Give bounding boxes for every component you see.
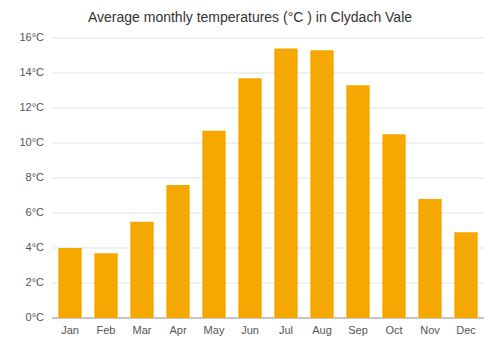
axes: 0°C 2°C 4°C 6°C 8°C 10°C 12°C 14°C 16°C Jan Feb Mar… xyxy=(19,31,484,336)
grid-line xyxy=(52,73,484,74)
bar xyxy=(130,222,153,318)
x-tick-label: Feb xyxy=(97,324,116,336)
bar xyxy=(166,185,189,318)
x-tick-label: Jun xyxy=(241,324,259,336)
x-tick-label: Oct xyxy=(385,324,402,336)
grid-line xyxy=(52,108,484,109)
bar xyxy=(94,253,117,318)
x-tick-label: Jan xyxy=(61,324,79,336)
grid xyxy=(52,38,484,318)
grid-line xyxy=(52,178,484,179)
title: Average monthly temperatures (°C ) in Cl… xyxy=(88,9,412,25)
grid-line xyxy=(52,38,484,39)
bar xyxy=(202,131,225,318)
y-tick-label: 0°C xyxy=(26,311,45,323)
x-tick-label: May xyxy=(204,324,225,336)
bar xyxy=(274,49,297,319)
x-tick-label: Mar xyxy=(133,324,152,336)
bar xyxy=(418,199,441,318)
y-tick-label: 8°C xyxy=(26,171,45,183)
chart-root: 0°C 2°C 4°C 6°C 8°C 10°C 12°C 14°C 16°C Jan Feb Mar… xyxy=(0,0,500,350)
y-tick-label: 4°C xyxy=(26,241,45,253)
bar xyxy=(382,134,405,318)
x-tick-label: Aug xyxy=(312,324,332,336)
y-tick-label: 14°C xyxy=(19,66,44,78)
x-tick-label: Dec xyxy=(456,324,476,336)
bars xyxy=(58,49,477,319)
x-tick-label: Jul xyxy=(279,324,293,336)
bar xyxy=(454,232,477,318)
bar xyxy=(238,78,261,318)
y-tick-label: 10°C xyxy=(19,136,44,148)
y-tick-label: 2°C xyxy=(26,276,45,288)
y-tick-label: 6°C xyxy=(26,206,45,218)
x-tick-label: Nov xyxy=(420,324,440,336)
chart: 0°C 2°C 4°C 6°C 8°C 10°C 12°C 14°C 16°C Jan Feb Mar… xyxy=(0,0,500,350)
y-tick-label: 12°C xyxy=(19,101,44,113)
x-tick-label: Apr xyxy=(169,324,186,336)
grid-line xyxy=(52,143,484,144)
y-tick-label: 16°C xyxy=(19,31,44,43)
x-tick-label: Sep xyxy=(348,324,368,336)
bar xyxy=(346,85,369,318)
bar xyxy=(310,50,333,318)
bar xyxy=(58,248,81,318)
